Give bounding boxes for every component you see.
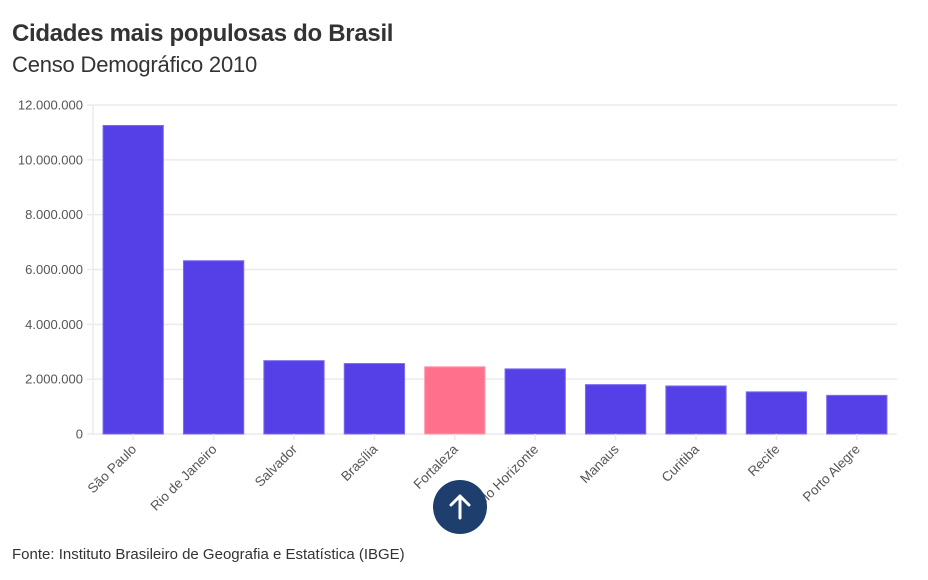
y-tick-label: 2.000.000 xyxy=(25,372,83,387)
y-tick-label: 0 xyxy=(76,427,83,442)
bar-s-o-paulo[interactable] xyxy=(102,124,164,435)
bar-salvador[interactable] xyxy=(263,360,325,435)
bar-recife[interactable] xyxy=(745,391,808,435)
y-tick-label: 10.000.000 xyxy=(18,152,83,167)
scroll-to-top-button[interactable] xyxy=(433,480,487,534)
y-tick-label: 8.000.000 xyxy=(25,207,83,222)
arrow-up-icon xyxy=(449,494,471,520)
x-tick-label: Rio de Janeiro xyxy=(148,442,220,514)
bar-rio-de-janeiro[interactable] xyxy=(182,260,245,435)
bar-belo-horizonte[interactable] xyxy=(504,368,566,435)
x-tick-label: Recife xyxy=(745,442,783,480)
bar-bras-lia[interactable] xyxy=(343,363,406,435)
bars xyxy=(102,124,888,435)
y-tick-label: 4.000.000 xyxy=(25,317,83,332)
bar-manaus[interactable] xyxy=(584,384,647,435)
y-tick-label: 6.000.000 xyxy=(25,262,83,277)
y-tick-label: 12.000.000 xyxy=(18,98,83,113)
x-tick-label: Manaus xyxy=(577,441,622,486)
chart-subtitle: Censo Demográfico 2010 xyxy=(12,52,258,77)
x-tick-label: Brasília xyxy=(338,441,381,484)
x-tick-label: Curitiba xyxy=(659,441,703,485)
y-axis: 0 2.000.000 4.000.000 6.000.000 8.000.000 10.… xyxy=(18,98,94,442)
x-tick-label: Porto Alegre xyxy=(800,442,863,505)
bar-porto-alegre[interactable] xyxy=(826,394,888,435)
bar-curitiba[interactable] xyxy=(665,385,727,435)
x-tick-label: São Paulo xyxy=(85,442,140,497)
x-tick-label: Salvador xyxy=(252,441,301,490)
bar-fortaleza[interactable] xyxy=(424,366,486,435)
source-note: Fonte: Instituto Brasileiro de Geografia… xyxy=(12,546,405,563)
chart-title: Cidades mais populosas do Brasil xyxy=(12,20,394,47)
